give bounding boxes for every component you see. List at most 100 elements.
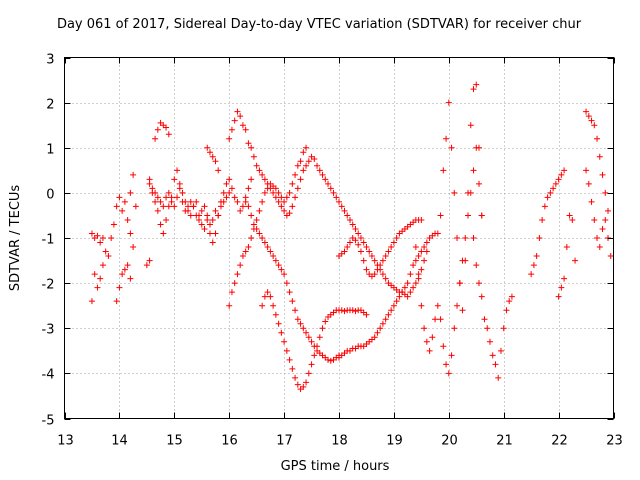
data-point (421, 257, 428, 264)
data-point (585, 113, 592, 120)
data-point (286, 356, 293, 363)
data-point (146, 257, 153, 264)
data-point (275, 198, 282, 205)
data-point (245, 203, 252, 210)
data-point (462, 257, 469, 264)
data-point (157, 221, 164, 228)
data-point (127, 275, 134, 282)
data-point (388, 307, 395, 314)
series-s1 (88, 194, 139, 305)
data-point (410, 262, 417, 269)
data-point (239, 203, 246, 210)
data-point (294, 162, 301, 169)
data-point (292, 194, 299, 201)
data-point (190, 203, 197, 210)
data-point (346, 216, 353, 223)
series-s7 (146, 176, 233, 228)
data-point (470, 86, 477, 93)
data-point (157, 198, 164, 205)
data-point (226, 189, 233, 196)
data-point (250, 153, 257, 160)
y-tick-labels: -5 -4 -3 -2 -1 0 1 2 3 (42, 53, 55, 429)
series-s13 (242, 198, 342, 364)
data-point (286, 210, 293, 217)
data-point (113, 203, 120, 210)
data-point (245, 244, 252, 251)
data-point (237, 262, 244, 269)
data-point (124, 216, 131, 223)
data-point (102, 248, 109, 255)
data-point (401, 284, 408, 291)
data-point (283, 280, 290, 287)
data-point (267, 248, 274, 255)
data-point (198, 207, 205, 214)
data-point (99, 235, 106, 241)
data-point (209, 239, 216, 246)
data-point (607, 253, 614, 260)
data-point (467, 122, 474, 129)
data-point (349, 307, 356, 314)
data-point (555, 293, 562, 300)
data-point (349, 221, 356, 228)
data-point (259, 235, 266, 241)
data-point (388, 244, 395, 251)
data-point (300, 383, 307, 390)
data-point (558, 171, 565, 178)
y-tick-label: 0 (46, 188, 54, 203)
x-tick-label: 17 (276, 434, 293, 449)
data-point (319, 171, 326, 178)
data-point (201, 225, 208, 232)
series-s16 (336, 216, 425, 280)
data-point (163, 194, 170, 201)
data-point (228, 126, 235, 133)
data-point (154, 194, 161, 201)
data-point (484, 325, 491, 332)
data-point (393, 298, 400, 305)
data-point (270, 253, 277, 260)
data-point (561, 275, 568, 282)
data-point (261, 189, 268, 196)
data-point (248, 212, 255, 219)
data-point (599, 225, 606, 232)
data-point (116, 194, 123, 201)
data-point (278, 194, 285, 201)
data-point (305, 158, 312, 165)
y-tick-label: -4 (42, 368, 55, 383)
data-point (305, 334, 312, 341)
x-tick-label: 13 (57, 434, 74, 449)
data-point (165, 203, 172, 210)
data-point (283, 194, 290, 201)
data-point (437, 212, 444, 219)
data-point (583, 108, 590, 115)
data-point (478, 293, 485, 300)
data-point (454, 302, 461, 309)
data-point (316, 167, 323, 174)
data-point (602, 189, 609, 196)
data-point (259, 198, 266, 205)
data-point (412, 257, 419, 264)
data-point (541, 203, 548, 210)
data-point (382, 275, 389, 282)
data-point (297, 176, 304, 183)
data-point (390, 239, 397, 246)
data-point (220, 198, 227, 205)
y-tick-label: -3 (42, 323, 55, 338)
data-point (256, 230, 263, 237)
data-point (209, 153, 216, 160)
data-point (165, 131, 172, 138)
data-point (270, 302, 277, 309)
data-point (440, 343, 447, 350)
data-point (289, 180, 296, 187)
data-point (88, 230, 95, 237)
data-point (245, 185, 252, 192)
data-point (561, 167, 568, 174)
data-point (300, 325, 307, 332)
data-point (267, 293, 274, 300)
data-point (261, 293, 268, 300)
data-point (209, 216, 216, 223)
data-point (336, 198, 342, 205)
data-point (127, 230, 134, 237)
data-point (495, 374, 502, 381)
data-point (185, 203, 192, 210)
data-point (588, 198, 595, 205)
